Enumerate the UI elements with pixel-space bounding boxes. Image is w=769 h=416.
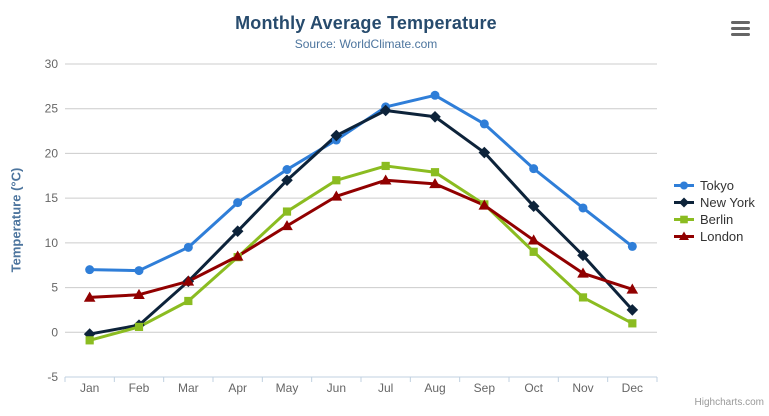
y-axis-label: 5 (51, 281, 58, 295)
data-point-london-jan[interactable] (83, 291, 96, 302)
x-axis-label: Sep (474, 381, 496, 395)
legend-marker (679, 197, 689, 208)
london-series-marker-icon (674, 231, 694, 240)
x-axis-label: Oct (524, 381, 543, 395)
new-york-series-marker-icon (674, 197, 694, 208)
legend-label: London (700, 229, 744, 244)
legend-label: New York (700, 195, 755, 210)
data-point-london-feb[interactable] (133, 288, 145, 300)
legend: Tokyo New York Berlin London (674, 177, 755, 245)
data-point-new-york-dec[interactable] (626, 304, 639, 316)
tokyo-series-marker-icon (674, 181, 694, 190)
y-axis-label: 15 (45, 191, 59, 205)
chart-subtitle: Source: WorldClimate.com (294, 37, 438, 51)
x-axis-label: Dec (622, 381, 643, 395)
y-axis-label: 30 (45, 57, 59, 71)
y-axis-label: 20 (45, 146, 59, 160)
legend-marker (680, 215, 688, 224)
y-axis-label: 25 (45, 102, 59, 116)
x-axis-label: Feb (129, 381, 150, 395)
data-point-london-jun[interactable] (330, 190, 343, 201)
data-point-london-aug[interactable] (429, 178, 441, 189)
data-point-tokyo-feb[interactable] (134, 266, 144, 276)
x-axis-label: Nov (572, 381, 593, 395)
data-point-berlin-jul[interactable] (381, 161, 390, 171)
data-point-tokyo-jan[interactable] (85, 265, 95, 275)
series-line-new-york[interactable] (88, 109, 634, 336)
data-point-berlin-feb[interactable] (134, 322, 144, 332)
highcharts-credits-link[interactable]: Highcharts.com (694, 397, 764, 408)
data-point-berlin-aug[interactable] (430, 168, 440, 177)
series-line-berlin[interactable] (88, 164, 634, 342)
data-point-london-dec[interactable] (626, 283, 639, 294)
x-axis-label: May (276, 381, 299, 395)
series-line-london[interactable] (88, 178, 634, 299)
legend-label: Tokyo (700, 178, 734, 193)
data-point-london-apr[interactable] (231, 250, 244, 261)
x-axis-label: Jun (327, 381, 346, 395)
data-point-berlin-jan[interactable] (85, 336, 94, 345)
data-point-berlin-oct[interactable] (529, 247, 538, 256)
legend-item-berlin[interactable]: Berlin (674, 211, 755, 228)
data-point-tokyo-aug[interactable] (430, 90, 440, 100)
y-axis-label: 0 (51, 325, 58, 339)
data-point-tokyo-dec[interactable] (627, 241, 637, 251)
x-axis-label: Jan (80, 381, 99, 395)
legend-marker (679, 231, 689, 240)
y-axis-label: 10 (45, 236, 59, 250)
legend-item-london[interactable]: London (674, 228, 755, 245)
data-point-london-mar[interactable] (182, 275, 195, 286)
legend-item-tokyo[interactable]: Tokyo (674, 177, 755, 194)
chart-title: Monthly Average Temperature (235, 13, 497, 33)
y-axis-label: -5 (47, 370, 58, 384)
data-point-new-york-may[interactable] (281, 174, 293, 187)
x-axis-label: Aug (424, 381, 445, 395)
data-point-new-york-oct[interactable] (527, 200, 540, 212)
data-point-london-nov[interactable] (577, 267, 589, 278)
data-point-tokyo-apr[interactable] (233, 198, 243, 208)
legend-label: Berlin (700, 212, 734, 227)
data-point-new-york-nov[interactable] (577, 249, 589, 262)
chart-context-menu-button[interactable] (730, 20, 754, 40)
data-point-berlin-dec[interactable] (628, 319, 637, 328)
legend-item-new-york[interactable]: New York (674, 194, 755, 211)
data-point-tokyo-sep[interactable] (479, 119, 489, 129)
data-point-tokyo-mar[interactable] (183, 242, 193, 252)
x-axis-label: Jul (378, 381, 393, 395)
data-point-new-york-jun[interactable] (330, 129, 343, 142)
x-axis-label: Mar (178, 381, 199, 395)
berlin-series-marker-icon (674, 215, 694, 224)
data-point-london-jul[interactable] (379, 174, 392, 185)
data-point-london-sep[interactable] (478, 199, 491, 210)
data-point-london-may[interactable] (281, 220, 293, 231)
data-point-berlin-nov[interactable] (578, 293, 588, 302)
data-point-new-york-apr[interactable] (231, 225, 244, 238)
legend-marker (680, 181, 688, 190)
data-point-berlin-jun[interactable] (332, 176, 341, 185)
data-point-new-york-aug[interactable] (429, 110, 441, 123)
data-point-tokyo-nov[interactable] (578, 203, 588, 213)
data-point-tokyo-may[interactable] (282, 165, 292, 175)
data-point-london-oct[interactable] (527, 234, 540, 245)
hamburger-menu-icon (731, 21, 753, 36)
data-point-new-york-sep[interactable] (478, 146, 491, 159)
data-point-new-york-jul[interactable] (379, 104, 392, 117)
data-point-new-york-jan[interactable] (83, 328, 96, 340)
data-point-berlin-mar[interactable] (184, 296, 193, 306)
x-axis-label: Apr (228, 381, 247, 395)
data-point-tokyo-oct[interactable] (529, 164, 539, 174)
data-point-berlin-may[interactable] (282, 207, 292, 216)
